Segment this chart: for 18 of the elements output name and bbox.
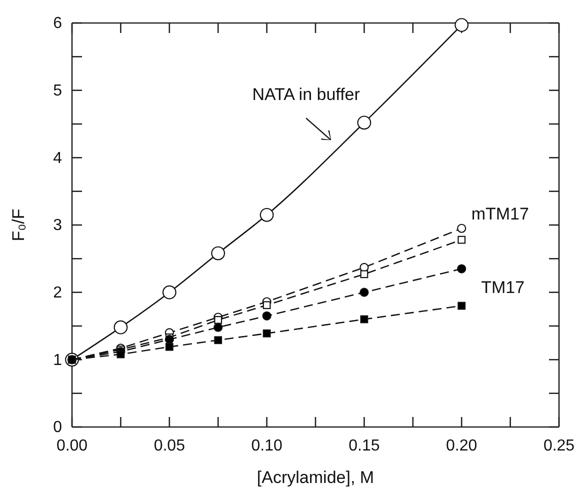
x-tick-label: 0.15 [348,437,380,454]
y-tick-label: 6 [53,15,62,32]
x-tick-label: 0.10 [251,437,282,454]
x-tick-label: 0.20 [446,437,478,454]
x-tick-label: 0.00 [56,437,88,454]
y-tick-label: 1 [53,352,62,369]
y-axis-title: F₀/F [9,208,28,242]
x-tick-label: 0.25 [543,437,575,454]
y-tick-label: 5 [53,82,62,100]
annotation: mTM17 [471,204,529,224]
y-tick-label: 4 [53,150,62,167]
x-axis-title: [Acrylamide], M [256,468,374,487]
x-tick-label: 0.05 [154,437,186,454]
y-tick-label: 2 [53,284,62,302]
y-tick-label: 0 [53,419,62,436]
y-tick-label: 3 [53,217,62,234]
annotation: NATA in buffer [252,85,360,104]
annotation: TM17 [481,278,525,297]
